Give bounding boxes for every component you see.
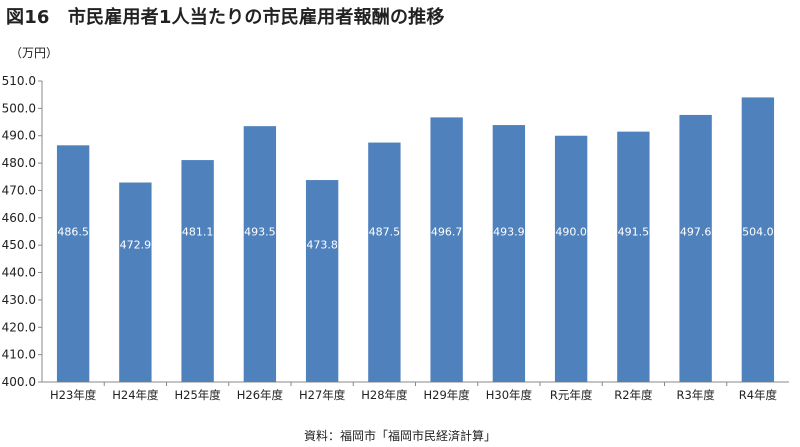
chart-data-labels: 486.5 472.9 481.1 493.5 473.8 487.5 496.7 493.9… <box>57 226 773 252</box>
bar-value-label: 504.0 <box>742 226 774 239</box>
y-tick-label: 470.0 <box>2 183 36 197</box>
y-tick-label: 480.0 <box>2 156 36 170</box>
y-tick-label: 490.0 <box>2 129 36 143</box>
x-tick-label: H24年度 <box>112 388 159 402</box>
bar <box>679 114 712 382</box>
chart-x-ticks: H23年度 H24年度 H25年度 H26年度 H27年度 H28年度 H29年度 H30年度… <box>50 382 778 402</box>
y-tick-label: 430.0 <box>2 293 36 307</box>
y-tick-label: 410.0 <box>2 348 36 362</box>
x-tick-label: R4年度 <box>739 388 778 402</box>
bar <box>181 160 214 382</box>
x-tick-label: H26年度 <box>237 388 284 402</box>
bar-value-label: 481.1 <box>182 226 214 239</box>
x-tick-label: R3年度 <box>676 388 715 402</box>
bar <box>368 142 401 382</box>
bar <box>554 135 588 382</box>
bar <box>305 180 339 382</box>
bar <box>430 117 463 382</box>
x-tick-label: R2年度 <box>614 388 653 402</box>
y-tick-label: 450.0 <box>2 238 36 252</box>
bar-value-label: 487.5 <box>369 226 401 239</box>
bar-value-label: 473.8 <box>306 239 338 252</box>
y-tick-label: 510.0 <box>2 74 36 88</box>
bar-value-label: 490.0 <box>555 226 587 239</box>
bar <box>492 125 526 383</box>
chart-title: 図16 市民雇用者1人当たりの市民雇用者報酬の推移 <box>6 7 445 28</box>
chart-y-ticks: 400.0 410.0 420.0 430.0 440.0 450.0 460.0 470.0… <box>2 74 42 389</box>
chart-bars <box>56 97 775 383</box>
x-tick-label: H29年度 <box>423 388 470 402</box>
x-tick-label: H28年度 <box>361 388 408 402</box>
chart-source-note: 資料：福岡市「福岡市民経済計算」 <box>303 429 496 443</box>
y-tick-label: 440.0 <box>2 266 36 280</box>
x-tick-label: H23年度 <box>50 388 97 402</box>
bar <box>243 126 277 383</box>
bar-value-label: 493.5 <box>244 226 276 239</box>
bar <box>119 182 152 382</box>
bar-value-label: 486.5 <box>57 226 89 239</box>
bar <box>617 131 650 382</box>
y-axis-unit-label: （万円） <box>10 46 59 60</box>
bar-value-label: 472.9 <box>120 239 152 252</box>
x-tick-label: H27年度 <box>299 388 346 402</box>
bar <box>56 145 90 382</box>
y-tick-label: 400.0 <box>2 375 36 389</box>
y-tick-label: 460.0 <box>2 211 36 225</box>
x-tick-label: R元年度 <box>550 388 593 402</box>
x-tick-label: H25年度 <box>174 388 221 402</box>
bar <box>741 97 775 382</box>
y-tick-label: 500.0 <box>2 101 36 115</box>
chart-axes <box>41 81 789 383</box>
y-tick-label: 420.0 <box>2 320 36 334</box>
x-tick-label: H30年度 <box>486 388 533 402</box>
bar-value-label: 497.6 <box>680 226 712 239</box>
bar-value-label: 493.9 <box>493 226 525 239</box>
bar-value-label: 491.5 <box>618 226 650 239</box>
bar-value-label: 496.7 <box>431 226 463 239</box>
